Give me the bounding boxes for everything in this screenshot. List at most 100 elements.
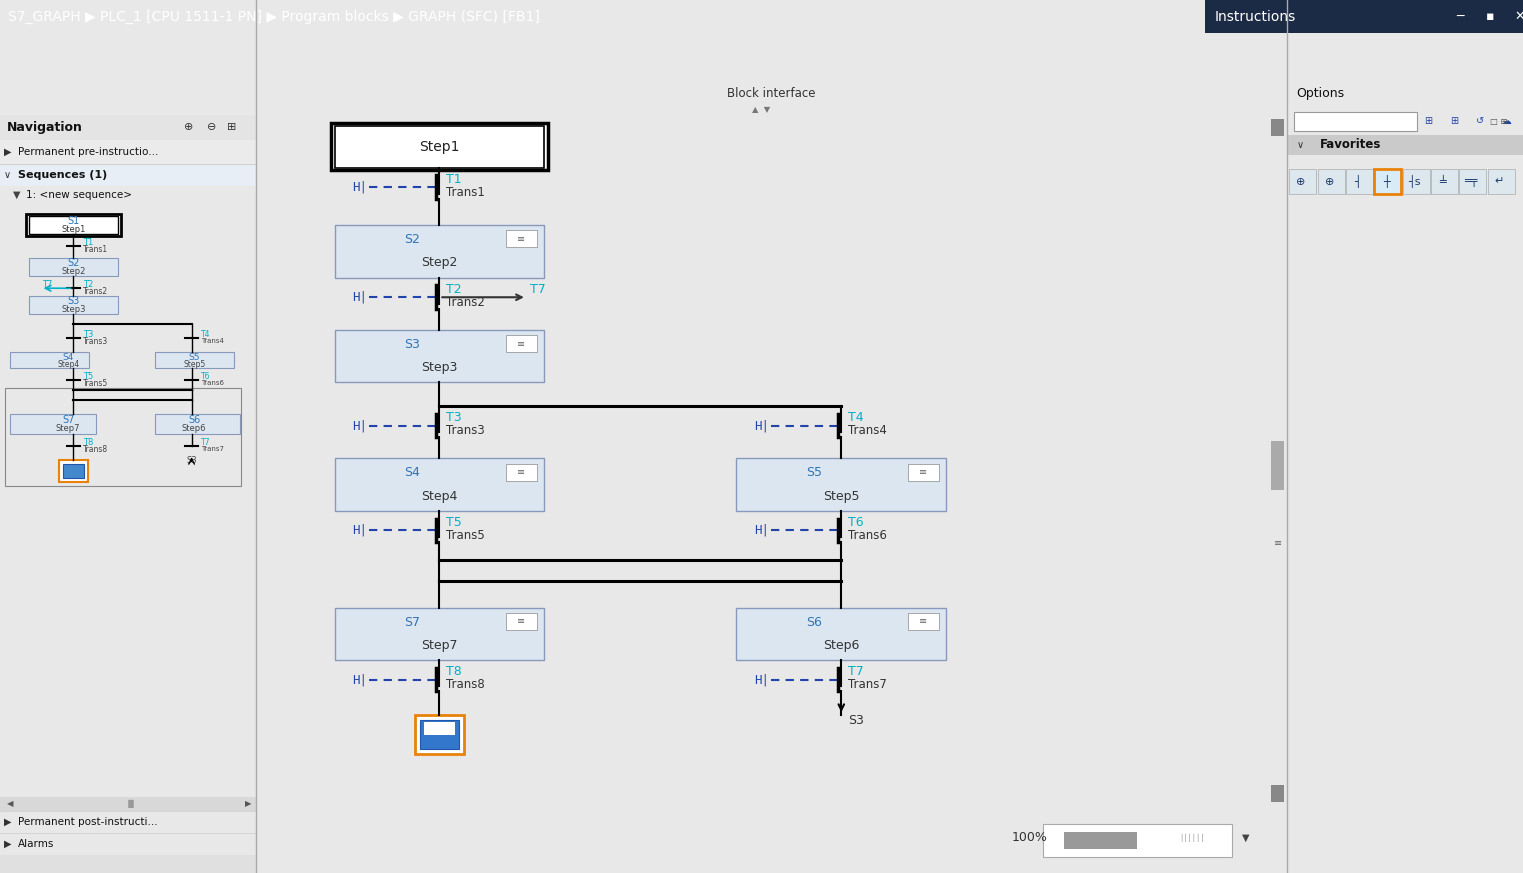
- Text: ∨: ∨: [1296, 140, 1304, 150]
- Text: ↺: ↺: [1476, 116, 1483, 127]
- Bar: [1317, 169, 1345, 194]
- Text: H|: H|: [352, 291, 367, 304]
- Bar: [335, 225, 544, 278]
- Text: H|: H|: [754, 673, 769, 686]
- Text: S7: S7: [62, 416, 75, 425]
- Bar: [1272, 119, 1284, 136]
- Bar: [0, 833, 256, 855]
- Text: Trans6: Trans6: [201, 381, 224, 386]
- Text: S6: S6: [806, 615, 822, 629]
- Bar: [1295, 112, 1416, 131]
- Text: ⊕: ⊕: [1325, 176, 1334, 187]
- Text: Step6: Step6: [822, 639, 859, 652]
- Bar: [0, 797, 256, 811]
- Bar: [737, 608, 946, 660]
- Text: T3: T3: [82, 330, 93, 339]
- Text: ≡: ≡: [1273, 538, 1282, 547]
- Text: ▪: ▪: [1486, 10, 1494, 23]
- Text: Trans8: Trans8: [446, 678, 486, 691]
- Bar: [29, 258, 119, 276]
- Text: T6: T6: [848, 516, 864, 529]
- Bar: [414, 715, 465, 754]
- Bar: [1488, 169, 1515, 194]
- Text: Trans5: Trans5: [446, 529, 486, 542]
- Text: 100%: 100%: [1011, 831, 1048, 844]
- Bar: [0, 141, 256, 164]
- Text: Permanent pre-instructio...: Permanent pre-instructio...: [18, 148, 158, 157]
- Text: ▼: ▼: [14, 190, 21, 200]
- Text: T4: T4: [848, 411, 864, 424]
- Bar: [29, 296, 119, 314]
- Text: ✕: ✕: [1515, 10, 1523, 23]
- Text: Trans8: Trans8: [82, 444, 108, 454]
- Text: □ ⊞: □ ⊞: [1489, 117, 1508, 126]
- Text: Step6: Step6: [181, 423, 207, 433]
- Text: T7: T7: [848, 665, 864, 678]
- Bar: [11, 352, 90, 368]
- Text: ││││││: ││││││: [1179, 834, 1205, 842]
- Text: T7: T7: [43, 279, 52, 289]
- Text: Trans1: Trans1: [82, 244, 108, 254]
- Text: Sequences (1): Sequences (1): [18, 170, 108, 180]
- Bar: [1043, 824, 1232, 857]
- Text: ⊕: ⊕: [184, 122, 193, 132]
- Bar: [1272, 442, 1284, 490]
- Text: Trans5: Trans5: [82, 379, 108, 388]
- Text: H|: H|: [352, 419, 367, 432]
- Bar: [1272, 785, 1284, 802]
- Text: ≡: ≡: [920, 467, 928, 477]
- Text: Step2: Step2: [61, 267, 85, 276]
- Bar: [335, 126, 544, 168]
- Bar: [0, 855, 256, 873]
- Text: Step2: Step2: [422, 257, 457, 270]
- Bar: [1459, 169, 1486, 194]
- Text: Step3: Step3: [61, 305, 85, 313]
- Text: S5: S5: [806, 466, 822, 479]
- Bar: [0, 811, 256, 833]
- Bar: [1432, 169, 1458, 194]
- Text: S7: S7: [405, 615, 420, 629]
- Text: Trans7: Trans7: [848, 678, 888, 691]
- Text: Trans1: Trans1: [446, 186, 486, 199]
- Text: Step1: Step1: [419, 140, 460, 154]
- Text: H|: H|: [754, 419, 769, 432]
- Text: Step7: Step7: [56, 423, 81, 433]
- Text: Step4: Step4: [422, 490, 457, 503]
- Text: ⊖: ⊖: [207, 122, 216, 132]
- Bar: [0, 164, 256, 186]
- Text: Step5: Step5: [183, 360, 206, 368]
- Bar: [908, 464, 940, 481]
- Bar: [335, 330, 544, 382]
- Text: ≡: ≡: [518, 467, 525, 477]
- Text: ◀: ◀: [6, 800, 14, 808]
- Text: S3: S3: [67, 296, 79, 306]
- Bar: [330, 123, 548, 170]
- Text: Trans2: Trans2: [446, 296, 486, 309]
- Bar: [506, 230, 538, 248]
- Text: ┤s: ┤s: [1409, 175, 1421, 188]
- Bar: [737, 458, 946, 511]
- Text: ▶: ▶: [5, 817, 12, 827]
- Text: ≡: ≡: [518, 339, 525, 348]
- Bar: [335, 458, 544, 511]
- Bar: [29, 217, 119, 234]
- Bar: [335, 608, 544, 660]
- Text: ⊞: ⊞: [1450, 116, 1458, 127]
- Text: ∨: ∨: [5, 170, 11, 180]
- Bar: [506, 335, 538, 353]
- Text: T8: T8: [82, 437, 93, 447]
- Text: ▶: ▶: [5, 839, 12, 849]
- Text: T7: T7: [530, 283, 545, 296]
- Bar: [420, 720, 458, 749]
- Text: ≡: ≡: [518, 616, 525, 626]
- Bar: [26, 214, 120, 237]
- Text: Permanent post-instructi...: Permanent post-instructi...: [18, 817, 158, 827]
- Text: ↵: ↵: [1494, 176, 1505, 187]
- Text: ⊞: ⊞: [1424, 116, 1432, 127]
- Text: S3: S3: [848, 714, 864, 726]
- Bar: [423, 721, 455, 735]
- Text: T7: T7: [201, 437, 210, 447]
- Bar: [59, 460, 88, 482]
- Text: ┼: ┼: [1383, 175, 1389, 188]
- Text: ⊞: ⊞: [227, 122, 236, 132]
